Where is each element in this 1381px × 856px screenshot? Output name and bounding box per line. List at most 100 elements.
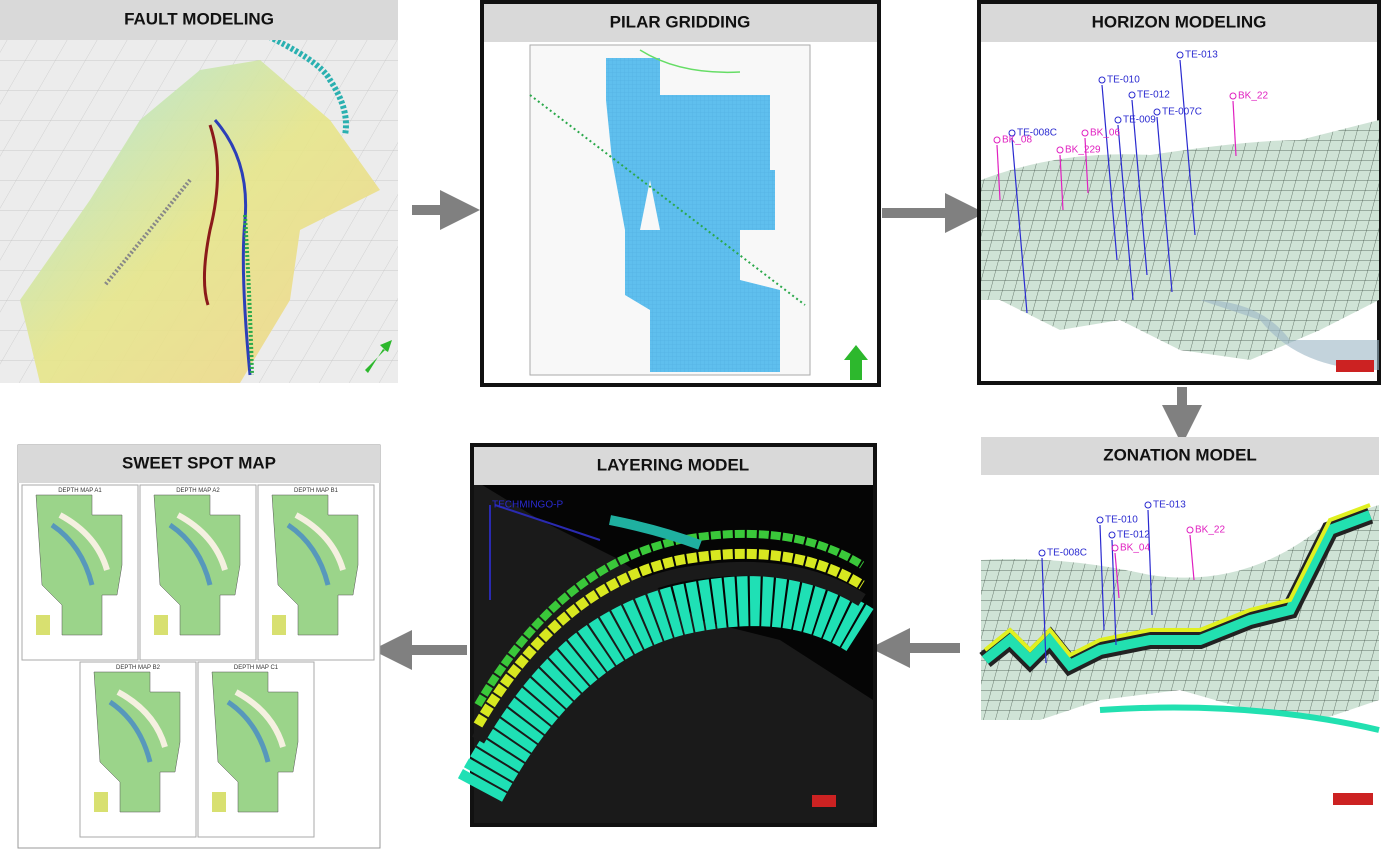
panel-title: LAYERING MODEL — [597, 455, 749, 474]
well-label: BK_06 — [1090, 128, 1120, 139]
map-legend — [94, 792, 108, 812]
well-head — [1081, 129, 1089, 137]
orientation-icon — [1336, 360, 1374, 372]
panel-title: ZONATION MODEL — [1103, 445, 1257, 464]
map-contour — [176, 512, 228, 571]
well-head — [1186, 526, 1194, 534]
well-label: BK_229 — [1065, 145, 1101, 156]
well-path — [1131, 99, 1148, 276]
layer-band — [474, 529, 865, 708]
well-path — [1011, 137, 1028, 314]
well-head — [1111, 544, 1119, 552]
pilar-panel: PILAR GRIDDING — [480, 0, 881, 387]
well-head — [1108, 531, 1116, 539]
fault-line — [253, 27, 349, 136]
fault-line — [202, 124, 219, 306]
zonation-panel: ZONATION MODEL TE-013 TE-010 TE-012 TE-008C… — [978, 437, 1381, 848]
well-head — [1038, 549, 1046, 557]
well-label: BK_22 — [1238, 91, 1268, 102]
well-head — [1229, 92, 1237, 100]
well-path — [1179, 59, 1196, 236]
zone-band — [983, 503, 1371, 658]
panel-title: PILAR GRIDDING — [610, 12, 751, 31]
map-legend — [212, 792, 226, 812]
well-path — [1111, 539, 1117, 646]
panel-title: SWEET SPOT MAP — [122, 453, 276, 472]
title-bar — [981, 437, 1379, 475]
layering-panel: TECHMINGO-P LAYERING MODEL — [457, 443, 877, 827]
zone-band — [981, 510, 1372, 672]
map-legend — [36, 615, 50, 635]
well-head — [1128, 91, 1136, 99]
well-path — [1059, 154, 1064, 211]
lower-surface — [1200, 300, 1379, 370]
orientation-icon — [812, 795, 836, 807]
well-label: BK_22 — [1195, 525, 1225, 536]
layer-band — [473, 548, 865, 728]
well-label: TE-009 — [1123, 115, 1156, 126]
well-head — [1176, 51, 1184, 59]
well-label: TE-013 — [1153, 500, 1186, 511]
well-label: TE-008C — [1017, 128, 1057, 139]
well-label: BK_08 — [1002, 135, 1032, 146]
map-title: DEPTH MAP A2 — [176, 488, 220, 494]
well-path — [1101, 84, 1118, 261]
contour — [639, 49, 741, 74]
map-contour — [50, 522, 95, 586]
well-head — [1008, 129, 1016, 137]
sweetspot-panel: SWEET SPOT MAP DEPTH MAP A1 DEPTH MAP A2 D… — [17, 444, 381, 849]
well-head — [1144, 501, 1152, 509]
well-path — [1099, 524, 1105, 631]
map-contour — [58, 512, 110, 571]
title-bar — [474, 447, 873, 485]
well-head — [1114, 116, 1122, 124]
map-title: DEPTH MAP B2 — [116, 665, 161, 671]
well-path — [1114, 552, 1120, 599]
well-path — [489, 504, 601, 600]
title-bar — [18, 445, 380, 483]
map-legend — [272, 615, 286, 635]
well-path — [1147, 509, 1153, 616]
panel-title: HORIZON MODELING — [1092, 12, 1267, 31]
grid-region — [606, 58, 780, 372]
well-path — [1156, 116, 1173, 293]
well-path — [1189, 534, 1195, 581]
layer-band — [457, 576, 874, 802]
well-path — [1041, 557, 1047, 664]
well-label: TE-007C — [1162, 107, 1202, 118]
layer-band — [609, 515, 702, 550]
north-arrow — [365, 340, 392, 373]
fault-panel: FAULT MODELING — [0, 0, 398, 383]
well-label: TE-010 — [1105, 515, 1138, 526]
title-bar — [0, 0, 398, 40]
north-arrow — [844, 345, 868, 380]
map-contour — [294, 512, 346, 571]
map-title: DEPTH MAP A1 — [58, 488, 102, 494]
well-path — [1084, 137, 1089, 194]
well-label: TECHMINGO-P — [492, 500, 563, 511]
well-path — [996, 144, 1001, 201]
horizon-surface — [981, 120, 1379, 360]
title-bar — [484, 4, 877, 42]
well-label: TE-012 — [1137, 90, 1170, 101]
well-label: TE-013 — [1185, 50, 1218, 61]
well-head — [1098, 76, 1106, 84]
well-label: BK_04 — [1120, 543, 1150, 554]
map-contour — [286, 522, 331, 586]
title-bar — [981, 4, 1377, 42]
horizon-panel: HORIZON MODELING TE-013 TE-010 TE-012 TE-00… — [977, 0, 1381, 385]
background-surface — [474, 480, 873, 823]
well-label: TE-012 — [1117, 530, 1150, 541]
map-title: DEPTH MAP B1 — [294, 488, 339, 494]
well-path — [1232, 100, 1237, 157]
fault-surface — [20, 60, 380, 383]
panel-title: FAULT MODELING — [124, 9, 274, 28]
map-contour — [108, 699, 153, 763]
map-legend — [154, 615, 168, 635]
map-contour — [116, 689, 168, 748]
well-head — [1056, 146, 1064, 154]
well-head — [1153, 108, 1161, 116]
well-head — [993, 136, 1001, 144]
map-title: DEPTH MAP C1 — [234, 665, 279, 671]
